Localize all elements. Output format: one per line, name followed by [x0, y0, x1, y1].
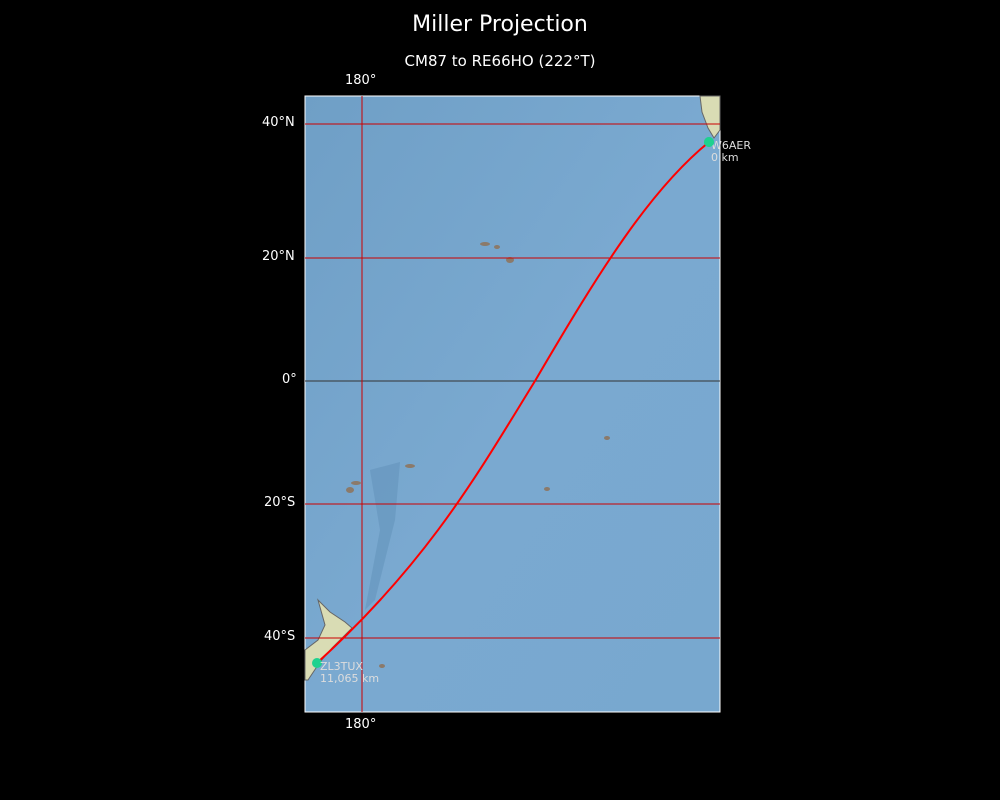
land-california: [699, 95, 721, 139]
ocean: [304, 95, 721, 713]
station-label-origin: W6AER 0 km: [711, 140, 751, 164]
lon-label-bottom: 180°: [345, 717, 377, 732]
station-marker-destination[interactable]: [312, 658, 322, 668]
station-label-destination: ZL3TUX 11,065 km: [320, 661, 379, 685]
lat-label: 40°N: [262, 115, 295, 130]
lat-label: 20°S: [264, 495, 296, 510]
graticule: [305, 96, 720, 712]
map-subtitle: CM87 to RE66HO (222°T): [404, 52, 596, 70]
lat-label: 20°N: [262, 249, 295, 264]
trench: [365, 462, 400, 610]
callsign: ZL3TUX: [320, 660, 363, 673]
callsign: W6AER: [711, 139, 751, 152]
map-title: Miller Projection: [412, 12, 588, 37]
distance: 11,065 km: [320, 672, 380, 685]
lat-label: 0°: [282, 372, 297, 387]
great-circle-path: [316, 141, 710, 664]
lon-label-top: 180°: [345, 73, 377, 88]
lat-label: 40°S: [264, 629, 296, 644]
distance: 0 km: [711, 151, 739, 164]
